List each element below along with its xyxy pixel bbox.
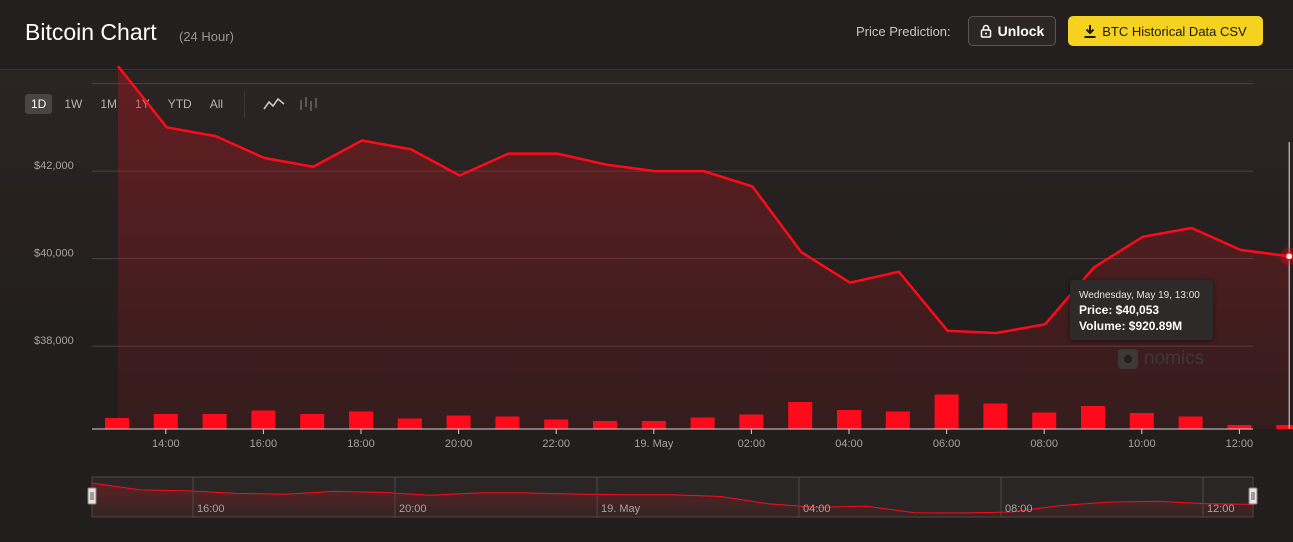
volume-bar [641, 421, 666, 429]
tooltip-date: Wednesday, May 19, 13:00 [1079, 290, 1200, 301]
navigator-tick-label: 08:00 [1005, 503, 1033, 515]
x-tick-label: 16:00 [250, 438, 278, 450]
volume-bar [690, 417, 715, 429]
navigator-tick-label: 04:00 [803, 503, 831, 515]
x-tick-label: 20:00 [445, 438, 473, 450]
range-1m[interactable]: 1M [100, 97, 118, 111]
x-tick-label: 19. May [634, 438, 674, 450]
volume-bar [1276, 425, 1293, 429]
volume-bar [788, 402, 813, 429]
tooltip-volume: Volume: $920.89M [1079, 319, 1183, 333]
volume-bar [1178, 416, 1203, 429]
volume-bar [1081, 406, 1105, 429]
navigator-handle-left[interactable] [87, 487, 97, 505]
candlestick-icon[interactable] [298, 95, 320, 113]
csv-download-button[interactable]: BTC Historical Data CSV [1068, 16, 1263, 46]
x-tick-label: 08:00 [1030, 438, 1058, 450]
download-icon [1084, 24, 1096, 38]
unlock-label: Unlock [997, 23, 1045, 39]
volume-bar [885, 411, 910, 429]
unlock-button[interactable]: Unlock [968, 16, 1056, 46]
price-line [117, 65, 1290, 335]
page-title: Bitcoin Chart [25, 19, 157, 45]
price-area [118, 66, 1290, 429]
volume-bar [202, 414, 227, 429]
range-all[interactable]: All [209, 97, 224, 111]
chart-tooltip: Wednesday, May 19, 13:00 Price: $40,053 … [1070, 280, 1213, 340]
navigator-area [92, 483, 1253, 517]
navigator-line [91, 482, 1254, 514]
x-tick-label: 14:00 [152, 438, 180, 450]
volume-bar [446, 415, 471, 429]
volume-bar [397, 418, 422, 429]
nomics-watermark: nomics [1118, 348, 1204, 370]
x-tick-label: 12:00 [1226, 438, 1254, 450]
volume-bar [1129, 413, 1154, 429]
volume-bar [495, 416, 520, 429]
navigator-tick-label: 16:00 [197, 503, 225, 515]
hover-point [1284, 252, 1293, 261]
toolbar-divider [244, 90, 245, 118]
range-1d[interactable]: 1D [25, 94, 53, 114]
volume-bar [1032, 412, 1057, 429]
watermark-text: nomics [1144, 348, 1205, 369]
x-tick-label: 02:00 [738, 438, 766, 450]
volume-bar [593, 421, 617, 429]
x-tick-label: 04:00 [835, 438, 863, 450]
price-prediction-label: Price Prediction: [856, 24, 951, 39]
csv-download-label: BTC Historical Data CSV [1102, 23, 1247, 39]
x-tick-label: 10:00 [1128, 438, 1156, 450]
volume-bar [1227, 425, 1252, 429]
volume-bar [934, 394, 959, 429]
page-subtitle: (24 Hour) [179, 29, 234, 44]
volume-bar [837, 410, 861, 429]
volume-bar [983, 403, 1008, 429]
nomics-logo-icon [1118, 349, 1138, 369]
volume-bar [300, 414, 325, 429]
y-tick-label: $38,000 [34, 335, 74, 347]
line-chart-icon[interactable] [263, 95, 285, 113]
range-ytd[interactable]: YTD [167, 97, 192, 111]
volume-bar [544, 419, 569, 429]
chart-header: Bitcoin Chart (24 Hour) Price Prediction… [0, 0, 1293, 70]
y-tick-label: $40,000 [34, 248, 74, 260]
x-tick-label: 06:00 [933, 438, 961, 450]
volume-bar [153, 414, 178, 429]
volume-bar [105, 418, 129, 429]
volume-bar [739, 414, 764, 429]
x-tick-label: 18:00 [347, 438, 375, 450]
range-1w[interactable]: 1W [64, 97, 83, 111]
navigator-tick-label: 20:00 [399, 503, 427, 515]
volume-bar [349, 411, 373, 429]
navigator-tick-label: 12:00 [1207, 503, 1235, 515]
lock-icon [980, 24, 991, 38]
x-tick-label: 22:00 [542, 438, 570, 450]
tooltip-price: Price: $40,053 [1079, 303, 1160, 317]
navigator-handle-right[interactable] [1248, 487, 1258, 505]
volume-bar [251, 410, 276, 429]
y-tick-label: $42,000 [34, 160, 74, 172]
navigator-tick-label: 19. May [601, 503, 641, 515]
